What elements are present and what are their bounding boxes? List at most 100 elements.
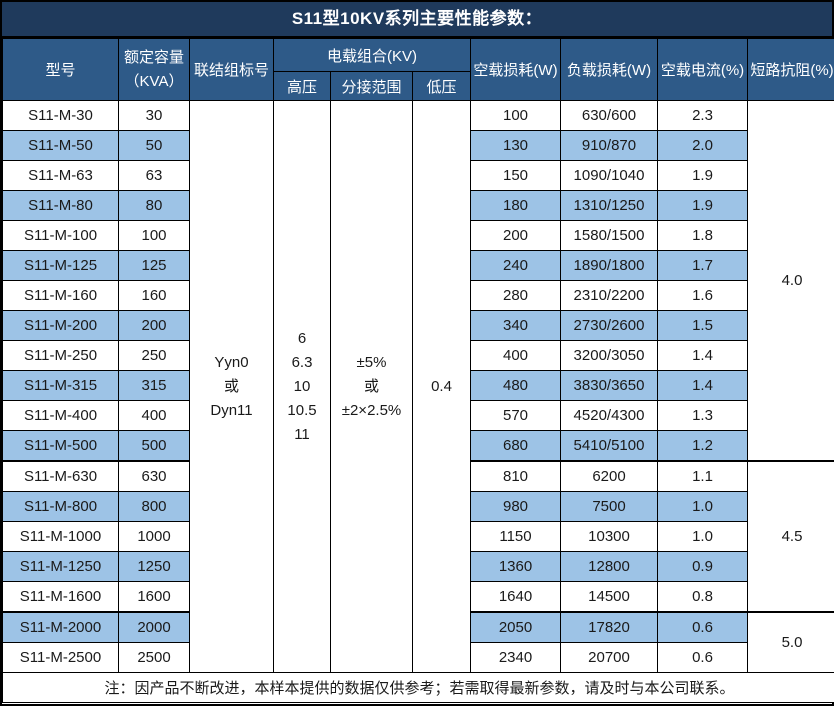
header-load-loss: 负载损耗(W)	[560, 38, 658, 101]
load-loss-cell: 14500	[560, 581, 658, 613]
model-cell: S11-M-315	[2, 370, 119, 401]
no-load-current-cell: 1.8	[657, 220, 748, 251]
header-capacity-line2: （KVA）	[124, 72, 184, 90]
tap-range-cell: ±5% 或 ±2×2.5%	[330, 100, 413, 673]
connection-cell: Yyn0 或 Dyn11	[189, 100, 274, 673]
table-row: S11-M-1600 1600 1640 14500 0.8	[2, 581, 834, 613]
no-load-loss-cell: 680	[470, 430, 561, 462]
model-cell: S11-M-63	[2, 160, 119, 191]
no-load-loss-cell: 2050	[470, 611, 561, 643]
lv-cell: 0.4	[412, 100, 471, 673]
load-loss-cell: 3200/3050	[560, 340, 658, 371]
no-load-loss-cell: 400	[470, 340, 561, 371]
model-cell: S11-M-400	[2, 400, 119, 431]
capacity-cell: 630	[118, 460, 190, 492]
no-load-current-cell: 1.6	[657, 280, 748, 311]
capacity-cell: 80	[118, 190, 190, 221]
no-load-loss-cell: 570	[470, 400, 561, 431]
no-load-current-cell: 0.8	[657, 581, 748, 613]
table-row: S11-M-50 50 130 910/870 2.0	[2, 130, 834, 161]
capacity-cell: 100	[118, 220, 190, 251]
capacity-cell: 400	[118, 400, 190, 431]
no-load-current-cell: 0.9	[657, 551, 748, 582]
model-cell: S11-M-50	[2, 130, 119, 161]
capacity-cell: 1000	[118, 521, 190, 552]
model-cell: S11-M-500	[2, 430, 119, 462]
capacity-cell: 200	[118, 310, 190, 341]
model-cell: S11-M-100	[2, 220, 119, 251]
model-cell: S11-M-30	[2, 100, 119, 131]
load-loss-cell: 910/870	[560, 130, 658, 161]
header-capacity: 额定容量 （KVA）	[118, 38, 190, 101]
header-tap-range: 分接范围	[330, 71, 413, 101]
table-row: S11-M-315 315 480 3830/3650 1.4	[2, 370, 834, 401]
no-load-loss-cell: 280	[470, 280, 561, 311]
capacity-cell: 500	[118, 430, 190, 462]
hv-line: 11	[294, 425, 310, 443]
load-loss-cell: 2310/2200	[560, 280, 658, 311]
table-row: S11-M-160 160 280 2310/2200 1.6	[2, 280, 834, 311]
hv-line: 6	[297, 329, 307, 347]
no-load-current-cell: 0.6	[657, 642, 748, 673]
header-row-1: 型号 额定容量 （KVA） 联结组标号 电载组合(KV) 空载损耗(W) 负载损…	[2, 38, 834, 101]
no-load-loss-cell: 980	[470, 491, 561, 522]
hv-line: 10.5	[287, 401, 317, 419]
load-loss-cell: 2730/2600	[560, 310, 658, 341]
no-load-loss-cell: 810	[470, 460, 561, 492]
capacity-cell: 315	[118, 370, 190, 401]
connection-line: Dyn11	[210, 401, 253, 419]
no-load-current-cell: 2.3	[657, 100, 748, 131]
header-capacity-line1: 额定容量	[123, 48, 184, 66]
model-cell: S11-M-125	[2, 250, 119, 281]
footer-note: 注：因产品不断改进，本样本提供的数据仅供参考；若需取得最新参数，请及时与本公司联…	[2, 672, 834, 703]
no-load-loss-cell: 130	[470, 130, 561, 161]
capacity-cell: 250	[118, 340, 190, 371]
load-loss-cell: 3830/3650	[560, 370, 658, 401]
table-row: S11-M-200 200 340 2730/2600 1.5	[2, 310, 834, 341]
no-load-current-cell: 1.4	[657, 370, 748, 401]
no-load-loss-cell: 1640	[470, 581, 561, 613]
table-row: S11-M-800 800 980 7500 1.0	[2, 491, 834, 522]
footer-row: 注：因产品不断改进，本样本提供的数据仅供参考；若需取得最新参数，请及时与本公司联…	[2, 672, 834, 703]
spec-table: 型号 额定容量 （KVA） 联结组标号 电载组合(KV) 空载损耗(W) 负载损…	[2, 38, 834, 703]
load-loss-cell: 4520/4300	[560, 400, 658, 431]
no-load-loss-cell: 1360	[470, 551, 561, 582]
no-load-current-cell: 1.3	[657, 400, 748, 431]
table-row: S11-M-2500 2500 2340 20700 0.6	[2, 642, 834, 673]
model-cell: S11-M-2000	[2, 611, 119, 643]
load-loss-cell: 10300	[560, 521, 658, 552]
page-title: S11型10KV系列主要性能参数：	[2, 2, 832, 38]
table-row: S11-M-30 30 Yyn0 或 Dyn11 6 6.3 10 10.5 1…	[2, 100, 834, 673]
no-load-current-cell: 1.0	[657, 521, 748, 552]
capacity-cell: 2500	[118, 642, 190, 673]
model-cell: S11-M-200	[2, 310, 119, 341]
no-load-loss-cell: 240	[470, 250, 561, 281]
capacity-cell: 1250	[118, 551, 190, 582]
header-impedance: 短路抗阻(%)	[747, 38, 834, 101]
load-loss-cell: 17820	[560, 611, 658, 643]
model-cell: S11-M-630	[2, 460, 119, 492]
no-load-loss-cell: 2340	[470, 642, 561, 673]
no-load-current-cell: 1.9	[657, 190, 748, 221]
model-cell: S11-M-1250	[2, 551, 119, 582]
load-loss-cell: 1310/1250	[560, 190, 658, 221]
no-load-loss-cell: 150	[470, 160, 561, 191]
no-load-loss-cell: 1150	[470, 521, 561, 552]
no-load-loss-cell: 480	[470, 370, 561, 401]
header-hv: 高压	[273, 71, 331, 101]
load-loss-cell: 20700	[560, 642, 658, 673]
model-cell: S11-M-160	[2, 280, 119, 311]
model-cell: S11-M-1600	[2, 581, 119, 613]
no-load-current-cell: 1.4	[657, 340, 748, 371]
no-load-current-cell: 1.5	[657, 310, 748, 341]
impedance-cell: 4.5	[747, 460, 834, 613]
tap-line: ±5%	[356, 353, 387, 371]
hv-line: 10	[293, 377, 311, 395]
header-row-2: 高压 分接范围 低压	[3, 71, 834, 101]
no-load-current-cell: 1.9	[657, 160, 748, 191]
capacity-cell: 2000	[118, 611, 190, 643]
no-load-current-cell: 1.2	[657, 430, 748, 462]
capacity-cell: 1600	[118, 581, 190, 613]
table-row: S11-M-500 500 680 5410/5100 1.2	[2, 430, 834, 462]
